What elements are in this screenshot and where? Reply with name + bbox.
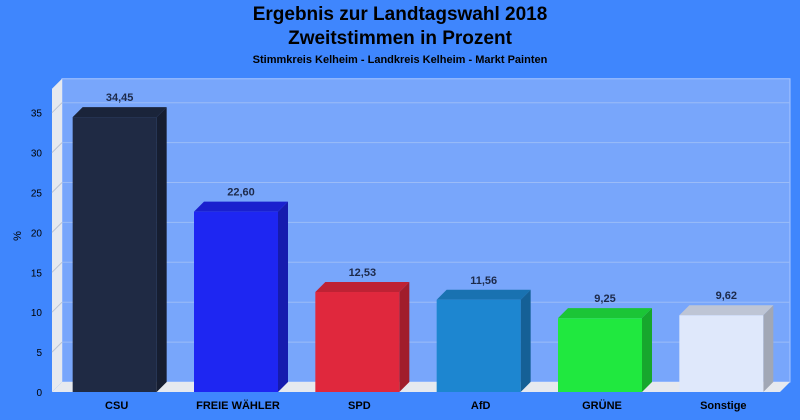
data-label: 9,25 — [594, 293, 615, 305]
bar — [558, 318, 642, 392]
data-label: 22,60 — [227, 187, 255, 199]
x-tick-label: CSU — [105, 400, 128, 412]
plot-left-wall — [52, 78, 62, 392]
bar-side — [156, 107, 167, 393]
bar — [194, 211, 278, 392]
y-tick-label: 20 — [31, 228, 43, 239]
bar-top — [436, 289, 531, 300]
chart-title: Ergebnis zur Landtagswahl 2018 — [252, 4, 548, 25]
data-label: 12,53 — [349, 267, 377, 279]
bar-top — [194, 201, 288, 212]
x-tick-label: Sonstige — [700, 400, 746, 412]
y-tick-label: 25 — [31, 189, 43, 200]
bar-side — [642, 308, 652, 392]
bar-side — [399, 282, 410, 392]
gridline-side — [51, 102, 63, 114]
data-label: 34,45 — [106, 92, 134, 104]
chart-title-line2: Zweitstimmen in Prozent — [288, 28, 512, 49]
bar — [679, 315, 764, 392]
bar-side — [278, 201, 288, 392]
x-tick-label: SPD — [348, 400, 371, 412]
bar — [436, 299, 521, 392]
bar-top — [558, 308, 652, 319]
y-tick-label: 0 — [36, 388, 42, 399]
y-tick-label: 5 — [36, 348, 42, 359]
bar — [72, 117, 157, 393]
y-axis-label: % — [12, 231, 24, 241]
x-tick-label: GRÜNE — [582, 399, 622, 412]
x-tick-label: FREIE WÄHLER — [196, 399, 280, 412]
y-tick-label: 10 — [31, 308, 43, 319]
y-tick-label: 30 — [31, 149, 43, 160]
gridline-side — [51, 301, 63, 313]
bar-top — [679, 305, 774, 316]
bar-top — [315, 282, 410, 293]
data-label: 11,56 — [470, 275, 497, 287]
gridline-side — [51, 222, 63, 233]
chart-subtitle: Stimmkreis Kelheim - Landkreis Kelheim -… — [252, 54, 548, 66]
gridline-side — [51, 182, 63, 193]
bar-side — [763, 305, 774, 392]
bar-side — [520, 289, 531, 392]
gridline-side — [51, 341, 63, 353]
y-tick-label: 35 — [31, 109, 43, 120]
data-label: 9,62 — [716, 290, 737, 302]
y-tick-label: 15 — [31, 268, 43, 279]
bar-top — [72, 107, 167, 118]
gridline-side — [51, 261, 63, 273]
x-tick-label: AfD — [471, 400, 491, 412]
gridline-side — [51, 142, 63, 153]
bar — [315, 292, 400, 392]
